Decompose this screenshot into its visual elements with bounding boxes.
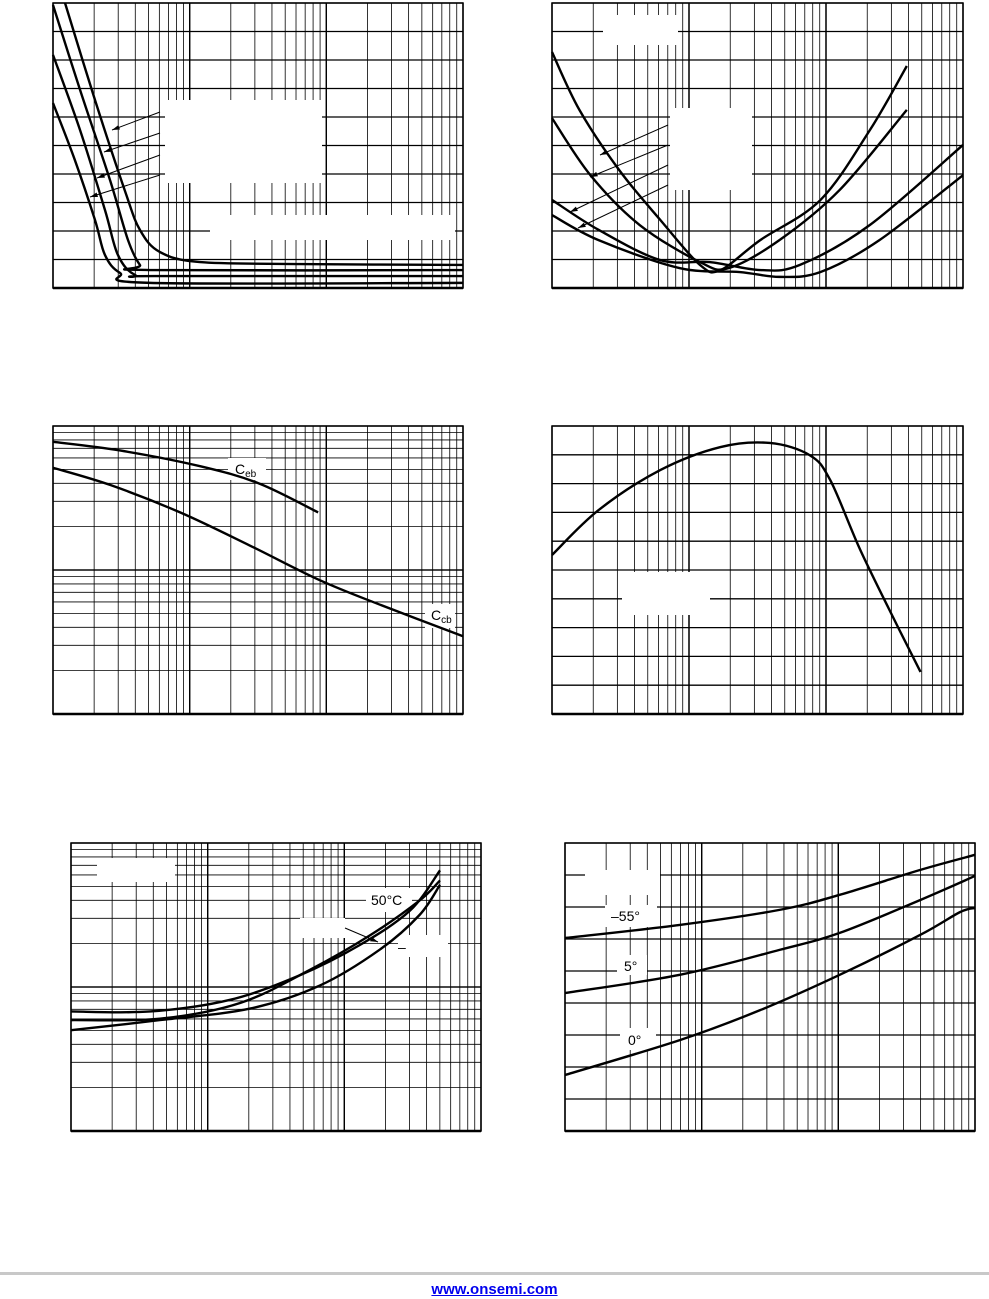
arrowhead-icon <box>590 171 598 177</box>
label-area <box>165 100 322 183</box>
label-area <box>228 458 266 480</box>
series-label: Ceb <box>235 461 257 480</box>
series-label-main: –55° <box>611 908 640 924</box>
series-line-2 <box>551 109 908 271</box>
footer-website-link[interactable]: www.onsemi.com <box>431 1281 558 1298</box>
series-label-subscript: eb <box>245 469 257 480</box>
annotation-arrow <box>111 111 161 131</box>
series-label: – <box>398 939 406 955</box>
series-line-2 <box>52 466 464 638</box>
series-label-main: 5° <box>624 958 637 974</box>
label-area <box>603 15 678 45</box>
series-line-2 <box>70 879 441 1022</box>
chart-6: –55° 5° 0° <box>564 842 976 1133</box>
arrowhead-icon <box>570 206 578 212</box>
annotation-arrow <box>577 184 669 229</box>
series-label: –55° <box>611 908 640 924</box>
annotation-arrow <box>103 132 161 153</box>
series-label-subscript: cb <box>441 615 452 626</box>
series-line-1 <box>551 441 922 673</box>
arrowhead-icon <box>370 936 378 942</box>
label-area <box>617 955 647 975</box>
label-area <box>670 108 752 190</box>
label-area <box>605 905 657 927</box>
arrowhead-icon <box>104 147 112 152</box>
series-label: 50°C <box>371 892 402 908</box>
series-line-3 <box>564 906 976 1077</box>
chart-grid <box>551 425 964 715</box>
series-line-2 <box>51 4 464 272</box>
label-area <box>300 918 345 938</box>
series-line-1 <box>52 440 319 514</box>
arrowhead-icon <box>578 222 586 228</box>
label-area <box>97 858 175 882</box>
arrowhead-icon <box>600 149 608 155</box>
chart-2 <box>550 2 964 290</box>
series-label: 5° <box>624 958 637 974</box>
label-area <box>398 935 448 957</box>
annotation-arrow <box>589 144 669 178</box>
series-line-3 <box>70 884 442 1032</box>
chart-4 <box>551 425 964 716</box>
series-label-main: – <box>398 939 406 955</box>
series-line-3 <box>551 144 964 272</box>
chart-5: 50°C – <box>70 842 482 1133</box>
series-label: 0° <box>628 1032 641 1048</box>
series-line-4 <box>551 174 964 279</box>
series-line-1 <box>63 2 464 267</box>
label-area <box>366 888 412 912</box>
annotation-arrow <box>599 124 669 156</box>
label-area <box>585 870 660 895</box>
arrowhead-icon <box>97 173 105 178</box>
annotation-arrow <box>96 154 161 179</box>
series-line-3 <box>51 54 464 278</box>
annotation-arrow <box>569 164 669 213</box>
series-label-main: C <box>235 461 245 477</box>
arrowhead-icon <box>112 125 120 130</box>
series-line-2 <box>564 874 976 995</box>
series-label: Ccb <box>431 607 452 626</box>
series-label-main: C <box>431 607 441 623</box>
series-label-main: 0° <box>628 1032 641 1048</box>
series-label-main: 50°C <box>371 892 402 908</box>
series-line-1 <box>564 853 976 940</box>
label-area <box>620 1028 656 1050</box>
chart-1 <box>51 2 464 290</box>
annotation-arrow <box>89 174 161 198</box>
label-area <box>622 572 710 615</box>
footer-divider <box>0 1272 989 1275</box>
label-area <box>210 215 455 240</box>
series-line-4 <box>51 102 464 285</box>
arrowhead-icon <box>90 192 98 197</box>
